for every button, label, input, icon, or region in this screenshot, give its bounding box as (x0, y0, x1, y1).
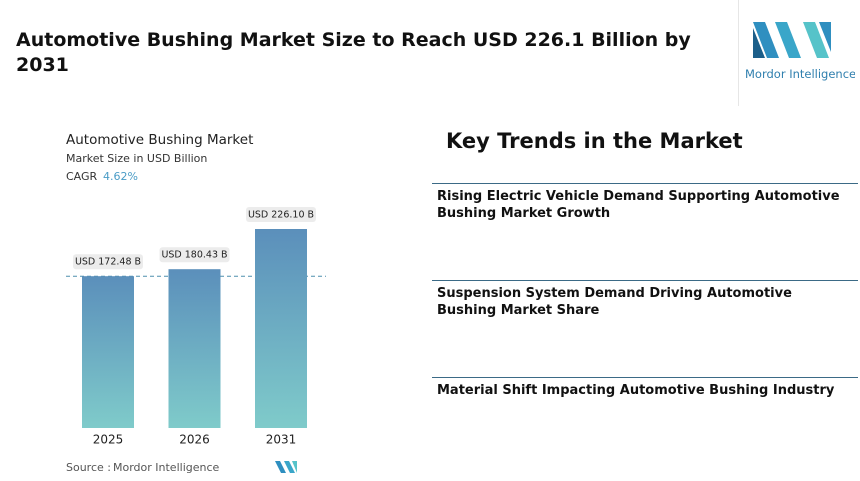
bar (255, 229, 307, 428)
page-title: Automotive Bushing Market Size to Reach … (16, 29, 691, 76)
cagr-label: CAGR (66, 170, 98, 183)
trend-item: Suspension System Demand Driving Automot… (437, 286, 792, 318)
x-tick-label: 2025 (93, 433, 124, 447)
value-label: USD 172.48 B (75, 257, 141, 268)
source-text: Mordor Intelligence (113, 461, 220, 474)
divider (738, 0, 739, 106)
value-label-box (73, 254, 143, 270)
bar (168, 269, 221, 428)
logo-shape (775, 22, 801, 58)
chart-subtitle: Market Size in USD Billion (66, 152, 207, 165)
separator (432, 280, 858, 281)
key-trends-title: Key Trends in the Market (446, 129, 743, 153)
logo: Mordor Intelligence (745, 22, 855, 81)
cagr-value: 4.62% (103, 170, 138, 183)
logo-text: Mordor Intelligence (745, 67, 855, 81)
separator (432, 377, 858, 378)
chart-title: Automotive Bushing Market (66, 132, 253, 148)
chart: Automotive Bushing Market Market Size in… (66, 132, 326, 474)
logo-shape (819, 22, 831, 52)
value-label: USD 226.10 B (248, 210, 314, 221)
logo-shape (753, 22, 779, 58)
bar (82, 276, 134, 428)
separator (432, 183, 858, 184)
logo-shape (803, 22, 829, 58)
x-tick-label: 2031 (266, 433, 297, 447)
value-label-box (159, 247, 230, 263)
trend-item: Material Shift Impacting Automotive Bush… (437, 383, 835, 398)
value-label-box (246, 207, 316, 222)
source-logo (275, 461, 297, 473)
logo-shape (753, 28, 765, 58)
trend-item: Rising Electric Vehicle Demand Supportin… (437, 189, 840, 221)
source-label: Source : (66, 461, 111, 474)
x-tick-label: 2026 (179, 433, 210, 447)
value-label: USD 180.43 B (161, 250, 227, 261)
